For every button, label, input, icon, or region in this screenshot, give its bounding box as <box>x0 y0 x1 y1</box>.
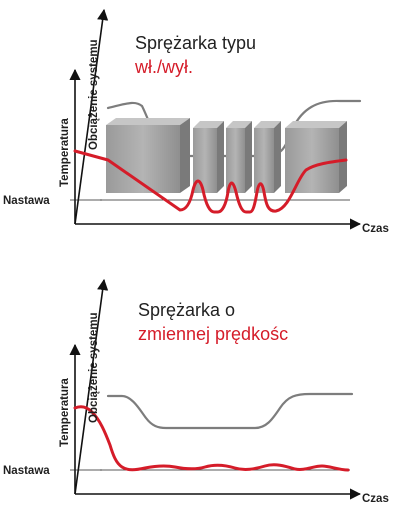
panel-on-off-load-label: Obciążenie systemu <box>88 39 100 150</box>
panel-on-off-load-axis <box>74 8 109 225</box>
compressor-block <box>254 121 281 193</box>
panel-variable-speed-title-line2: zmiennej prędkośc <box>138 324 288 344</box>
panel-on-off-setpoint-label: Nastawa <box>3 195 50 207</box>
panel-on-off-temperature-label: Temperatura <box>59 118 71 187</box>
panel-variable-speed-temperature-line <box>73 405 350 472</box>
compressor-block <box>226 121 252 193</box>
panel-on-off-time-label: Czas <box>362 223 389 235</box>
panel-on-off-title-line1: Sprężarka typu <box>135 33 256 53</box>
panel-on-off-compressor-blocks <box>106 118 347 193</box>
panel-variable-speed-load-axis <box>74 278 109 495</box>
panel-on-off-title-line2: wł./wył. <box>134 57 193 77</box>
panel-variable-speed-title-line1: Sprężarka o <box>138 300 235 320</box>
panel-variable-speed-load-line <box>106 392 354 430</box>
panel-variable-speed-setpoint-label: Nastawa <box>3 465 50 477</box>
panel-variable-speed: Sprężarka o zmiennej prędkośc Temperatur… <box>3 278 389 505</box>
panel-on-off-temperature-line <box>73 149 348 214</box>
compressor-block <box>285 121 347 193</box>
panel-variable-speed-time-label: Czas <box>362 493 389 505</box>
compressor-block <box>106 118 190 193</box>
panel-on-off: Sprężarka typu wł./wył. <box>3 8 389 235</box>
panel-variable-speed-temperature-label: Temperatura <box>59 378 71 447</box>
panel-variable-speed-load-label: Obciążenie systemu <box>88 312 100 423</box>
